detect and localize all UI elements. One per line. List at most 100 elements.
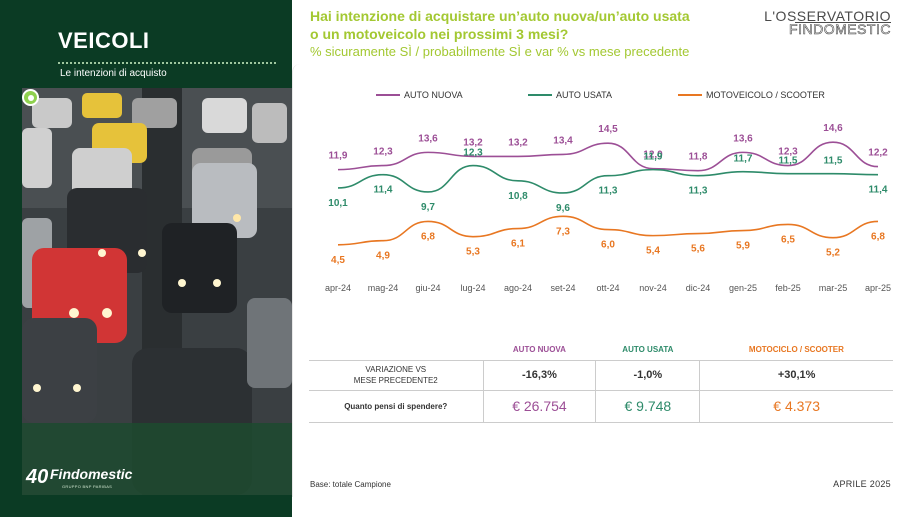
table-header-auto-usata: AUTO USATA xyxy=(622,345,674,355)
camera-icon xyxy=(22,89,39,106)
data-label: 12,3 xyxy=(463,148,483,159)
data-label: 12,2 xyxy=(868,148,888,159)
data-label: 13,4 xyxy=(553,135,573,146)
variazione-auto-nuova: -16,3% xyxy=(482,359,596,390)
data-label: 9,6 xyxy=(556,203,570,214)
data-label: 11,5 xyxy=(779,156,798,167)
legend-swatch xyxy=(376,94,400,96)
legend-swatch xyxy=(678,94,702,96)
data-label: 6,8 xyxy=(421,231,435,242)
x-tick-label: set-24 xyxy=(550,283,576,293)
footer-base-note: Base: totale Campione xyxy=(310,480,391,489)
data-label: 13,2 xyxy=(508,137,528,148)
legend-item-auto-usata: AUTO USATA xyxy=(528,90,612,100)
row-label-spesa: Quanto pensi di spendere? xyxy=(309,389,483,423)
data-label: 12,3 xyxy=(778,147,798,158)
table-row-variazione: VARIAZIONE VS MESE PRECEDENTE2 -16,3% -1… xyxy=(309,359,893,390)
data-label: 14,5 xyxy=(598,124,618,135)
spesa-motociclo: € 4.373 xyxy=(699,389,893,423)
x-tick-label: apr-25 xyxy=(864,283,891,293)
table-header-auto-nuova: AUTO NUOVA xyxy=(512,345,566,355)
data-label: 5,9 xyxy=(736,241,750,252)
series-line-1 xyxy=(337,164,879,194)
data-label: 11,3 xyxy=(599,186,618,197)
data-label: 6,1 xyxy=(511,239,525,250)
brand-findomestic: FINDOMESTIC xyxy=(789,21,891,38)
data-label: 11,8 xyxy=(689,152,708,163)
data-label: 9,7 xyxy=(421,202,435,213)
x-tick-label: lug-24 xyxy=(460,283,486,293)
legend-label: AUTO NUOVA xyxy=(404,90,463,100)
x-tick-label: gen-25 xyxy=(728,283,758,293)
data-label: 6,0 xyxy=(601,240,615,251)
x-tick-label: giu-24 xyxy=(415,283,441,293)
slide-subtitle: Le intenzioni di acquisto xyxy=(60,68,167,79)
data-label: 6,5 xyxy=(781,234,795,245)
row-label-variazione-line2: MESE PRECEDENTE2 xyxy=(353,376,438,385)
question-line-2: o un motoveicolo nei prossimi 3 mesi? xyxy=(310,26,569,42)
data-label: 5,6 xyxy=(691,244,705,255)
data-label: 13,2 xyxy=(463,137,483,148)
table-header-row: AUTO NUOVA AUTO USATA MOTOCICLO / SCOOTE… xyxy=(309,340,893,360)
data-label: 5,2 xyxy=(826,248,840,259)
data-label: 4,9 xyxy=(376,251,390,262)
data-label: 10,1 xyxy=(328,198,348,209)
data-label: 11,7 xyxy=(734,154,753,165)
left-panel: VEICOLI Le intenzioni di acquisto xyxy=(0,0,292,517)
x-tick-label: mar-25 xyxy=(818,283,848,293)
table-header-empty xyxy=(309,340,483,360)
data-label: 13,6 xyxy=(733,133,753,144)
title-divider xyxy=(58,62,276,64)
data-label: 13,6 xyxy=(418,133,438,144)
legend-swatch xyxy=(528,94,552,96)
table-header-motociclo: MOTOCICLO / SCOOTER xyxy=(748,345,844,355)
traffic-photo xyxy=(22,88,292,495)
data-label: 5,3 xyxy=(466,247,480,258)
table-row-spesa: Quanto pensi di spendere? € 26.754 € 9.7… xyxy=(309,389,893,423)
brand-osservatorio: L'OSSERVATORIO xyxy=(764,8,891,24)
data-label: 11,5 xyxy=(824,156,843,167)
data-label: 10,8 xyxy=(508,191,528,202)
legend-item-auto-nuova: AUTO NUOVA xyxy=(376,90,463,100)
data-label: 12,0 xyxy=(643,150,663,161)
x-tick-label: ott-24 xyxy=(596,283,620,293)
content-frame xyxy=(292,64,904,497)
data-label: 11,4 xyxy=(374,185,393,196)
series-line-2 xyxy=(337,215,879,246)
row-label-variazione: VARIAZIONE VS MESE PRECEDENTE2 xyxy=(309,359,483,390)
series-line-0 xyxy=(337,141,879,172)
question-line-1: Hai intenzione di acquistare un’auto nuo… xyxy=(310,8,690,24)
x-tick-label: ago-24 xyxy=(503,283,533,293)
line-chart: 11,9 12,3 13,6 13,2 13,2 13,4 14,5 12,0 11,8 13,6… xyxy=(328,123,888,266)
brand-divider xyxy=(795,22,891,23)
logo-40-years: 40 xyxy=(26,466,49,488)
spesa-auto-nuova: € 26.754 xyxy=(482,389,596,423)
x-tick-label: apr-24 xyxy=(324,283,351,293)
legend-label: AUTO USATA xyxy=(556,90,613,100)
question-subtitle: % sicuramente SÌ / probabilmente SÌ e va… xyxy=(310,44,690,59)
variazione-auto-usata: -1,0% xyxy=(595,359,700,390)
x-tick-label: mag-24 xyxy=(367,283,399,293)
spesa-auto-usata: € 9.748 xyxy=(595,389,700,423)
data-label: 7,3 xyxy=(556,226,570,237)
data-label: 5,4 xyxy=(646,246,660,257)
slide-title: VEICOLI xyxy=(58,28,150,53)
x-tick-label: nov-24 xyxy=(639,283,667,293)
data-label: 11,3 xyxy=(689,186,708,197)
metrics-table: AUTO NUOVA AUTO USATA MOTOCICLO / SCOOTE… xyxy=(309,340,893,423)
data-label: 12,3 xyxy=(373,147,393,158)
legend-label: MOTOVEICOLO / SCOOTER xyxy=(706,90,825,100)
findomestic-logo: Findomestic xyxy=(50,466,133,482)
findomestic-logo-sub: GRUPPO BNP PARIBAS xyxy=(62,484,113,489)
data-label: 4,5 xyxy=(331,255,345,266)
data-label: 11,9 xyxy=(644,152,663,163)
footer-date: APRILE 2025 xyxy=(833,479,891,489)
data-label: 11,9 xyxy=(329,151,348,162)
row-label-variazione-line1: VARIAZIONE VS xyxy=(365,365,427,374)
data-label: 14,6 xyxy=(823,123,843,134)
legend-item-motoveicolo: MOTOVEICOLO / SCOOTER xyxy=(678,90,825,100)
data-label: 6,8 xyxy=(871,231,885,242)
x-tick-label: feb-25 xyxy=(775,283,801,293)
traffic-photo-illustration xyxy=(22,88,292,495)
x-tick-label: dic-24 xyxy=(685,283,711,293)
